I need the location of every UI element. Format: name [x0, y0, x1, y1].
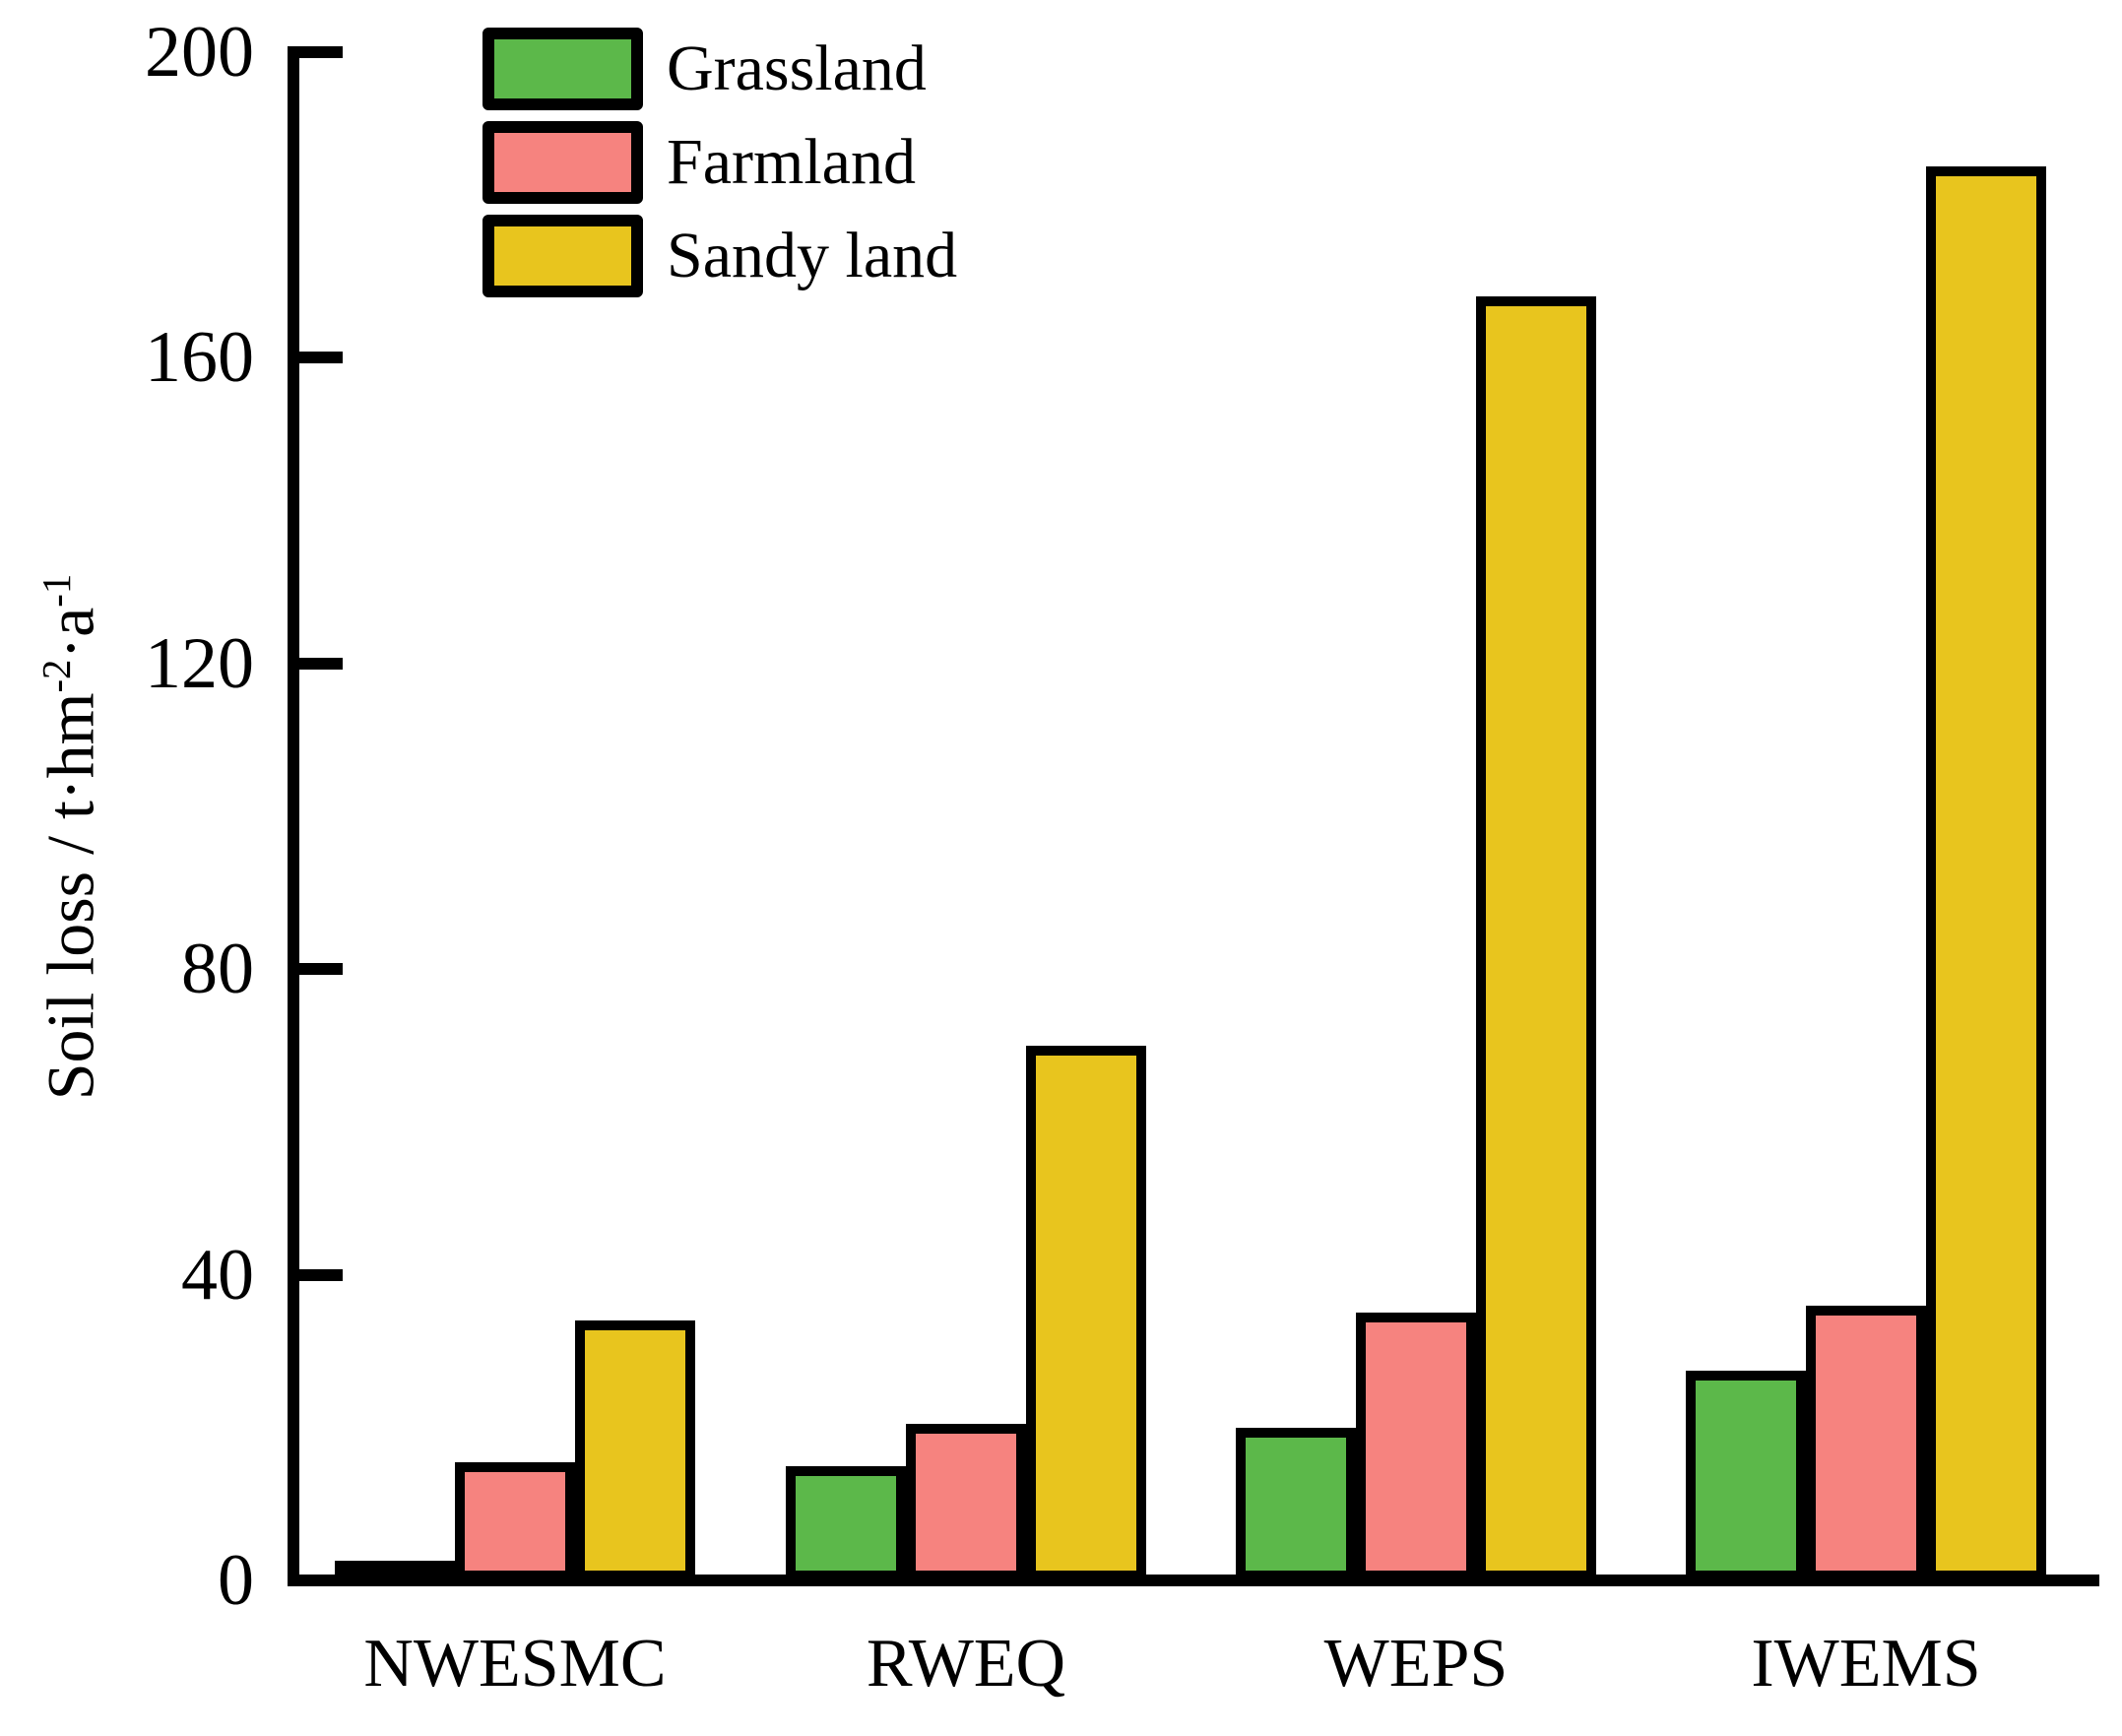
- bar-sandy-land-weps: [1476, 296, 1596, 1580]
- bar-farmland-rweq: [906, 1424, 1026, 1580]
- x-label-rweq: RWEQ: [866, 1626, 1066, 1702]
- legend-label-farmland: Farmland: [667, 126, 916, 198]
- y-axis-title-sup2: -1: [34, 573, 79, 608]
- y-tick-label-160: 160: [145, 317, 254, 399]
- legend-swatch-farmland: [482, 121, 643, 204]
- legend-item-grassland: Grassland: [482, 28, 957, 110]
- bar-sandy-land-iwems: [1926, 166, 2046, 1580]
- y-tick-label-120: 120: [145, 622, 254, 704]
- x-label-iwems: IWEMS: [1751, 1626, 1981, 1702]
- legend: Grassland Farmland Sandy land: [482, 28, 957, 297]
- x-axis-line: [288, 1575, 2099, 1586]
- y-axis-line: [288, 46, 299, 1586]
- y-tick-200: [299, 46, 343, 58]
- legend-item-sandy-land: Sandy land: [482, 215, 957, 297]
- bar-sandy-land-rweq: [1026, 1046, 1146, 1580]
- y-tick-80: [299, 963, 343, 976]
- legend-swatch-grassland: [482, 28, 643, 110]
- legend-label-grassland: Grassland: [667, 32, 927, 104]
- bar-grassland-weps: [1236, 1428, 1356, 1580]
- y-tick-label-0: 0: [218, 1540, 254, 1621]
- y-tick-label-40: 40: [181, 1234, 254, 1316]
- bar-farmland-nwesmc: [455, 1462, 575, 1580]
- y-tick-label-200: 200: [145, 12, 254, 93]
- bar-group-nwesmc: [335, 1320, 695, 1580]
- bar-group-iwems: [1686, 166, 2046, 1580]
- y-tick-120: [299, 657, 343, 670]
- x-label-nwesmc: NWESMC: [363, 1626, 667, 1702]
- y-tick-40: [299, 1268, 343, 1281]
- bar-grassland-rweq: [786, 1466, 906, 1580]
- x-label-weps: WEPS: [1323, 1626, 1509, 1702]
- bar-grassland-iwems: [1686, 1371, 1806, 1580]
- bar-group-rweq: [786, 1046, 1146, 1580]
- y-tick-label-80: 80: [181, 929, 254, 1010]
- bar-grassland-nwesmc: [335, 1561, 455, 1580]
- bar-farmland-iwems: [1806, 1306, 1926, 1580]
- legend-swatch-sandy-land: [482, 215, 643, 297]
- y-tick-160: [299, 352, 343, 364]
- legend-item-farmland: Farmland: [482, 121, 957, 204]
- bar-farmland-weps: [1356, 1313, 1476, 1580]
- y-axis-title: Soil loss / t·hm-2·a-1: [0, 30, 116, 1644]
- bar-sandy-land-nwesmc: [575, 1320, 695, 1580]
- y-axis-title-base1: Soil loss / t·hm: [32, 692, 108, 1101]
- bar-group-weps: [1236, 296, 1596, 1580]
- legend-label-sandy-land: Sandy land: [667, 220, 958, 291]
